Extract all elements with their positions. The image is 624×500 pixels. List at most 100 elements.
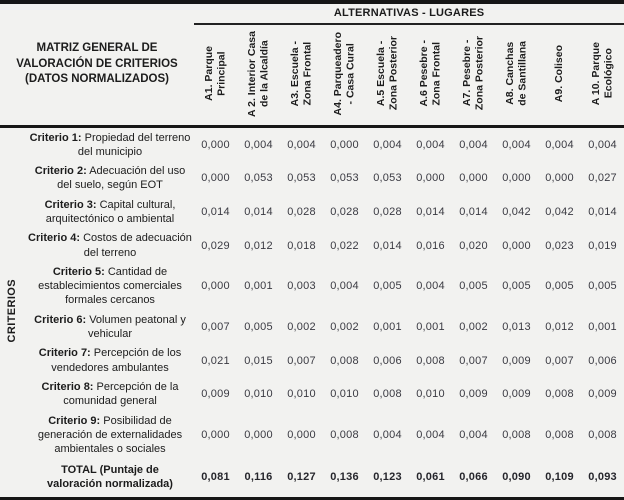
value-cell: 0,004 (244, 138, 273, 151)
total-value-cell: 0,090 (502, 471, 531, 484)
value-cell: 0,029 (201, 239, 230, 252)
value-cell: 0,001 (416, 321, 445, 334)
column-header-label: A8. Canchas de Santillana (503, 41, 529, 106)
total-row: TOTAL (Puntaje de valoración normalizada… (0, 459, 624, 498)
value-cell: 0,009 (502, 388, 531, 401)
value-cell: 0,002 (330, 321, 359, 334)
criterion-row-8: Criterio 8: Percepción de la comunidad g… (0, 377, 624, 411)
value-cell: 0,010 (244, 388, 273, 401)
value-cell: 0,014 (459, 205, 488, 218)
criterion-label-1: Criterio 1: Propiedad del terreno del mu… (29, 131, 191, 158)
column-header-label: A7. Pesebre - Zona Posterior (460, 36, 486, 111)
total-value-cell: 0,136 (330, 471, 359, 484)
value-cell: 0,053 (330, 172, 359, 185)
value-cell: 0,002 (459, 321, 488, 334)
column-header-4: A4. Parqueadero - Casa Cural (323, 24, 366, 127)
value-cell: 0,005 (588, 280, 617, 293)
table-body: CRITERIOS Criterio 1: Propiedad del terre… (0, 127, 624, 499)
value-cell: 0,008 (545, 428, 574, 441)
criterios-axis-label: CRITERIOS (6, 279, 19, 343)
value-cell: 0,014 (373, 239, 402, 252)
total-label: TOTAL (Puntaje de valoración normalizada… (47, 463, 173, 491)
criterion-label-7: Criterio 7: Percepción de los vendedores… (38, 347, 182, 374)
column-header-label: A3. Escuela - Zona Frontal (288, 40, 314, 107)
value-cell: 0,008 (588, 428, 617, 441)
value-cell: 0,053 (244, 172, 273, 185)
column-header-9: A9. Coliseo (538, 24, 581, 127)
value-cell: 0,015 (244, 354, 273, 367)
value-cell: 0,007 (545, 354, 574, 367)
value-cell: 0,004 (502, 138, 531, 151)
value-cell: 0,022 (330, 239, 359, 252)
value-cell: 0,006 (373, 354, 402, 367)
value-cell: 0,016 (416, 239, 445, 252)
value-cell: 0,010 (330, 388, 359, 401)
value-cell: 0,000 (416, 172, 445, 185)
value-cell: 0,014 (201, 205, 230, 218)
total-value-cell: 0,116 (244, 471, 273, 484)
value-cell: 0,007 (459, 354, 488, 367)
table-header: MATRIZ GENERAL DE VALORACIÓN DE CRITERIO… (0, 2, 624, 127)
value-cell: 0,006 (588, 354, 617, 367)
value-cell: 0,005 (502, 280, 531, 293)
value-cell: 0,004 (373, 138, 402, 151)
value-cell: 0,004 (416, 138, 445, 151)
column-header-label: A 10. Parque Ecológico (589, 41, 615, 106)
value-cell: 0,008 (416, 354, 445, 367)
value-cell: 0,003 (287, 280, 316, 293)
total-value-cell: 0,109 (545, 471, 574, 484)
value-cell: 0,028 (373, 205, 402, 218)
criterios-axis: CRITERIOS (0, 127, 26, 499)
column-header-6: A.6 Pesebre - Zona Frontal (409, 24, 452, 127)
value-cell: 0,001 (588, 321, 617, 334)
criterion-label-4: Criterio 4: Costos de adecuación del ter… (28, 232, 192, 259)
criterion-label-2: Criterio 2: Adecuación del uso del suelo… (34, 165, 186, 192)
value-cell: 0,007 (287, 354, 316, 367)
value-cell: 0,014 (416, 205, 445, 218)
value-cell: 0,009 (459, 388, 488, 401)
column-header-label: A1. Parque Principal (202, 46, 228, 101)
criterion-label-5: Criterio 5: Cantidad de establecimientos… (38, 265, 182, 307)
header-top-row: MATRIZ GENERAL DE VALORACIÓN DE CRITERIO… (0, 2, 624, 85)
value-cell: 0,042 (502, 205, 531, 218)
value-cell: 0,000 (545, 172, 574, 185)
criterion-label-9: Criterio 9: Posibilidad de generación de… (37, 414, 183, 456)
column-header-10: A 10. Parque Ecológico (581, 24, 624, 127)
value-cell: 0,028 (330, 205, 359, 218)
value-cell: 0,008 (502, 428, 531, 441)
criterion-row-3: Criterio 3: Capital cultural, arquitectó… (0, 195, 624, 229)
value-cell: 0,004 (545, 138, 574, 151)
value-cell: 0,004 (373, 428, 402, 441)
value-cell: 0,008 (545, 388, 574, 401)
value-cell: 0,004 (416, 280, 445, 293)
column-header-label: A 2. Interior Casa de la Alcaldía (245, 30, 271, 117)
total-value-cell: 0,081 (201, 471, 230, 484)
column-header-2: A 2. Interior Casa de la Alcaldía (237, 24, 280, 127)
total-value-cell: 0,066 (459, 471, 488, 484)
value-cell: 0,000 (502, 239, 531, 252)
value-cell: 0,023 (545, 239, 574, 252)
value-cell: 0,014 (588, 205, 617, 218)
value-cell: 0,004 (459, 138, 488, 151)
value-cell: 0,000 (287, 428, 316, 441)
value-cell: 0,053 (287, 172, 316, 185)
value-cell: 0,020 (459, 239, 488, 252)
column-header-7: A7. Pesebre - Zona Posterior (452, 24, 495, 127)
value-cell: 0,028 (287, 205, 316, 218)
column-header-8: A8. Canchas de Santillana (495, 24, 538, 127)
value-cell: 0,000 (502, 172, 531, 185)
criterion-label-6: Criterio 6: Volumen peatonal y vehicular (34, 313, 186, 341)
criterion-row-6: Criterio 6: Volumen peatonal y vehicular… (0, 310, 624, 344)
value-cell: 0,013 (502, 321, 531, 334)
value-cell: 0,001 (373, 321, 402, 334)
value-cell: 0,004 (459, 428, 488, 441)
criterion-row-7: Criterio 7: Percepción de los vendedores… (0, 344, 624, 378)
criterion-row-9: Criterio 9: Posibilidad de generación de… (0, 411, 624, 459)
total-value-cell: 0,093 (588, 471, 617, 484)
column-header-label: A4. Parqueadero - Casa Cural (331, 31, 357, 116)
criterion-row-1: CRITERIOS Criterio 1: Propiedad del terre… (0, 127, 624, 343)
column-header-1: A1. Parque Principal (194, 24, 237, 127)
value-cell: 0,008 (330, 354, 359, 367)
value-cell: 0,005 (244, 321, 273, 334)
